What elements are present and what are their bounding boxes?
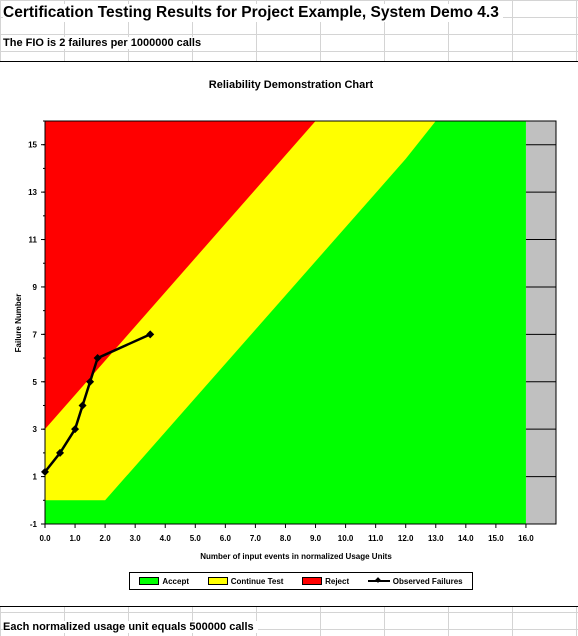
sheet-title: Certification Testing Results for Projec…: [3, 4, 503, 22]
y-tick-label-6: 11: [29, 236, 38, 245]
plot-border: [44, 120, 557, 525]
y-tick-label-2: 3: [33, 425, 38, 434]
observed-failure-point-6: [146, 330, 155, 339]
x-tick-label-0: 0.0: [39, 534, 51, 543]
legend-label-accept: Accept: [162, 576, 190, 586]
legend-swatch-continue: [207, 577, 228, 585]
y-tick-label-8: 15: [28, 141, 37, 150]
x-tick-label-11: 11.0: [368, 534, 384, 543]
x-tick-label-7: 7.0: [250, 534, 262, 543]
legend-item-reject: Reject: [302, 577, 349, 586]
x-tick-label-12: 12.0: [398, 534, 414, 543]
legend-label-continue: Continue Test: [230, 576, 284, 586]
x-axis-label: Number of input events in normalized Usa…: [200, 552, 392, 561]
observed-failure-point-1: [56, 448, 65, 457]
legend-swatch-observed: [367, 577, 390, 585]
x-tick-label-9: 9.0: [310, 534, 322, 543]
fio-text: The FIO is 2 failures per 1000000 calls: [3, 37, 206, 49]
y-tick-label-3: 5: [33, 378, 38, 387]
y-tick-label-0: -1: [30, 520, 38, 529]
x-tick-label-5: 5.0: [190, 534, 202, 543]
y-tick-label-1: 1: [33, 473, 38, 482]
legend-swatch-reject: [302, 577, 323, 585]
grey-band: [525, 121, 556, 524]
x-tick-label-15: 15.0: [488, 534, 504, 543]
legend-label-observed: Observed Failures: [392, 576, 463, 586]
x-tick-label-10: 10.0: [338, 534, 354, 543]
chart-legend: Accept Continue Test Reject Observed Fai…: [129, 572, 473, 590]
legend-swatch-accept: [139, 577, 160, 585]
x-tick-label-13: 13.0: [428, 534, 444, 543]
x-tick-label-14: 14.0: [458, 534, 474, 543]
footer-text: Each normalized usage unit equals 500000…: [3, 621, 258, 633]
legend-item-observed: Observed Failures: [367, 576, 463, 586]
legend-label-reject: Reject: [325, 576, 350, 586]
x-tick-label-2: 2.0: [100, 534, 112, 543]
observed-failure-point-2: [71, 425, 80, 434]
x-tick-label-6: 6.0: [220, 534, 232, 543]
x-tick-label-3: 3.0: [130, 534, 142, 543]
x-tick-label-16: 16.0: [518, 534, 534, 543]
legend-item-continue: Continue Test: [207, 576, 284, 586]
x-tick-label-1: 1.0: [69, 534, 81, 543]
observed-failure-point-3: [78, 401, 87, 410]
observed-failure-point-0: [41, 467, 49, 476]
observed-failure-point-4: [86, 377, 95, 386]
chart-title: Reliability Demonstration Chart: [209, 79, 374, 91]
legend-item-accept: Accept: [139, 577, 189, 586]
x-tick-label-4: 4.0: [160, 534, 172, 543]
y-tick-label-5: 9: [33, 283, 38, 292]
x-tick-label-8: 8.0: [280, 534, 292, 543]
observed-failure-point-5: [93, 354, 102, 363]
y-axis-label: Failure Number: [14, 294, 23, 353]
y-tick-label-7: 13: [28, 188, 37, 197]
y-tick-label-4: 7: [33, 330, 38, 339]
